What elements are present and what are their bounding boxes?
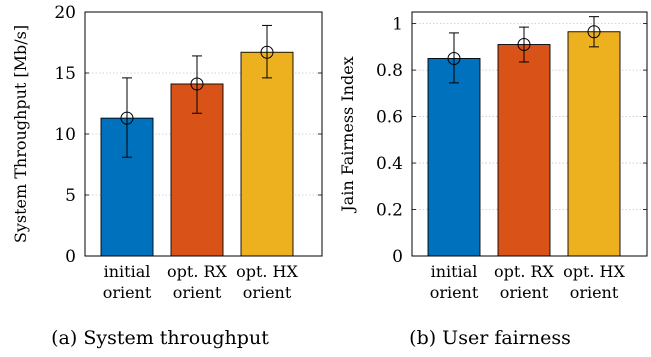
chart-1-y-tick-label: 0 (65, 247, 76, 267)
chart-2-y-tick-label: 0.4 (376, 154, 403, 174)
chart-2-y-tick-label: 1 (392, 15, 403, 35)
chart-1-category-label: orient (173, 283, 222, 302)
chart-1-mean-marker (120, 111, 134, 125)
chart-1-category-label: opt. HX (236, 262, 298, 281)
chart-2-bar (427, 58, 481, 257)
chart-2-category-label: orient (500, 283, 549, 302)
chart-2-category-label: opt. RX (494, 262, 555, 281)
chart-1-mean-marker (260, 45, 274, 59)
chart-1-category-label: orient (243, 283, 292, 302)
chart-2-y-tick-label: 0.8 (376, 61, 403, 81)
chart-2-category-label: orient (430, 283, 479, 302)
chart-2-y-tick-label: 0.2 (376, 201, 403, 221)
chart-2-y-axis-label: Jain Fairness Index (338, 56, 357, 213)
chart-2-y-tick-label: 0.6 (376, 108, 403, 128)
chart-1-bar (240, 51, 294, 257)
chart-1-category-label: orient (103, 283, 152, 302)
chart-1-category-label: opt. RX (167, 262, 228, 281)
chart-2-category-label: orient (570, 283, 619, 302)
chart-1-y-tick-label: 20 (54, 3, 76, 23)
chart-2-mean-marker (587, 25, 601, 39)
chart-2-category-label: opt. HX (563, 262, 625, 281)
chart-2-bar (497, 44, 551, 257)
chart-1-plot-frame (84, 11, 323, 257)
chart-1-y-tick-label: 5 (65, 186, 76, 206)
chart-1-caption: (a) System throughput (51, 327, 269, 349)
chart-2-bar (567, 31, 621, 257)
chart-2-plot-frame (411, 11, 648, 257)
chart-1-category-label: initial (104, 262, 151, 281)
chart-2-category-label: initial (431, 262, 478, 281)
chart-1-mean-marker (190, 77, 204, 91)
chart-2-y-tick-label: 0 (392, 247, 403, 267)
chart-2-mean-marker (517, 38, 531, 52)
chart-1-y-tick-label: 10 (54, 125, 76, 145)
chart-1-y-axis-label: System Throughput [Mb/s] (11, 25, 30, 243)
chart-1-y-tick-label: 15 (54, 64, 76, 84)
chart-2-caption: (b) User fairness (409, 327, 571, 349)
chart-2-mean-marker (447, 51, 461, 65)
